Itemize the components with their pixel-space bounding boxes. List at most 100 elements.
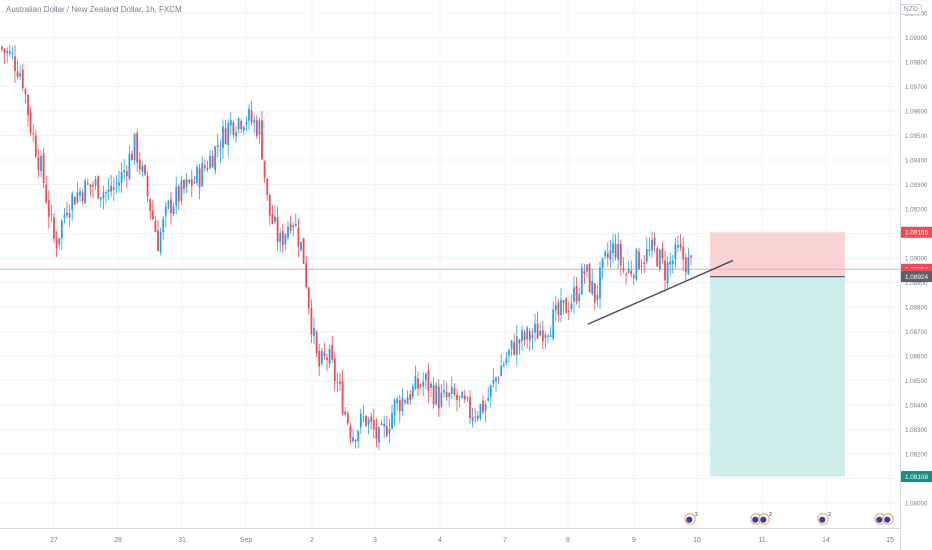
candle-body [180, 180, 183, 201]
y-tick-label: 1.09800 [905, 60, 928, 67]
x-tick-label: 14 [822, 537, 830, 544]
x-tick-label: 31 [178, 537, 186, 544]
candle-body [614, 243, 617, 258]
candle-body [570, 303, 573, 309]
trendline[interactable] [587, 259, 734, 325]
candle-body [440, 392, 443, 407]
candle-body [599, 267, 601, 298]
candle-body [479, 404, 482, 419]
event-badge: 2 [769, 512, 772, 518]
candle-body [125, 170, 128, 177]
candle-body [531, 335, 534, 339]
candle-body [544, 334, 547, 338]
y-tick-label: 1.08600 [905, 354, 928, 361]
event-icon-face [884, 516, 891, 523]
candle-body [526, 327, 529, 340]
price-label-box [901, 271, 932, 283]
candle-body [370, 416, 373, 422]
candle-body [609, 250, 612, 260]
candle-body [534, 323, 536, 333]
y-tick-label: 1.08300 [905, 427, 928, 434]
take-profit-zone[interactable] [710, 276, 845, 477]
candle-body [235, 132, 237, 137]
candle-body [484, 404, 487, 411]
candle-body [388, 428, 391, 434]
candle-body [669, 261, 672, 265]
price-label: 1.08924 [905, 274, 929, 281]
chart-title: Australian Dollar / New Zealand Dollar, … [6, 5, 182, 14]
candle-body [461, 391, 464, 399]
candle-body [73, 197, 76, 205]
candle-body [261, 120, 263, 160]
candle-body [118, 182, 120, 186]
candle-body [409, 394, 412, 400]
candle-body [513, 342, 516, 355]
candle-body [331, 345, 334, 361]
candle-body [445, 392, 448, 398]
candle-body [349, 426, 352, 439]
candle-body [60, 220, 63, 239]
candle-body [172, 206, 175, 215]
candle-body [58, 237, 61, 245]
candle-body [107, 189, 110, 193]
candle-body [580, 267, 583, 295]
candle-body [79, 191, 81, 196]
candle-body [229, 120, 232, 126]
candle-body [240, 120, 243, 130]
candle-body [367, 419, 370, 425]
candle-body [68, 213, 71, 218]
candle-body [63, 215, 66, 218]
candle-body [487, 397, 490, 401]
y-tick-label: 1.08700 [905, 329, 928, 336]
candle-body [612, 242, 614, 254]
y-tick-label: 1.09300 [905, 182, 928, 189]
candle-body [424, 373, 427, 381]
candle-body [227, 122, 230, 146]
candle-body [401, 397, 404, 412]
candle-body [383, 423, 386, 427]
candle-body [19, 73, 22, 77]
candle-body [29, 112, 32, 133]
y-tick-label: 1.08800 [905, 305, 928, 312]
candle-body [539, 330, 542, 336]
candle-body [323, 352, 326, 356]
candle-body [443, 389, 445, 393]
candle-body [352, 437, 354, 442]
candle-body [684, 257, 687, 273]
candle-body [463, 395, 466, 400]
candle-body [661, 248, 664, 258]
candle-body [211, 156, 214, 168]
candle-body [505, 358, 508, 364]
candle-body [196, 167, 198, 183]
event-icon-face [752, 516, 759, 523]
candle-body [357, 430, 360, 442]
candle-body [50, 213, 53, 215]
candle-body [588, 263, 591, 292]
candle-body [34, 135, 37, 157]
stop-loss-zone[interactable] [710, 232, 845, 277]
candle-body [508, 349, 510, 356]
candle-body [341, 381, 344, 415]
candle-body [6, 50, 9, 54]
candle-body [385, 425, 388, 436]
candle-body [214, 146, 217, 171]
candle-body [666, 262, 669, 284]
y-tick-label: 1.09900 [905, 35, 928, 42]
candle-body [458, 395, 461, 397]
currency-button[interactable]: NZD [899, 4, 922, 15]
candle-body [328, 348, 331, 364]
candle-body [159, 231, 162, 253]
candle-body [209, 156, 211, 169]
candle-body [552, 309, 555, 339]
candle-body [674, 243, 677, 260]
candle-body [482, 400, 484, 413]
candle-body [3, 49, 6, 53]
candle-body [32, 133, 35, 135]
candle-body [333, 358, 336, 381]
candle-body [497, 378, 500, 380]
candle-body [378, 427, 380, 443]
candle-body [318, 350, 321, 367]
candle-body [638, 251, 640, 270]
